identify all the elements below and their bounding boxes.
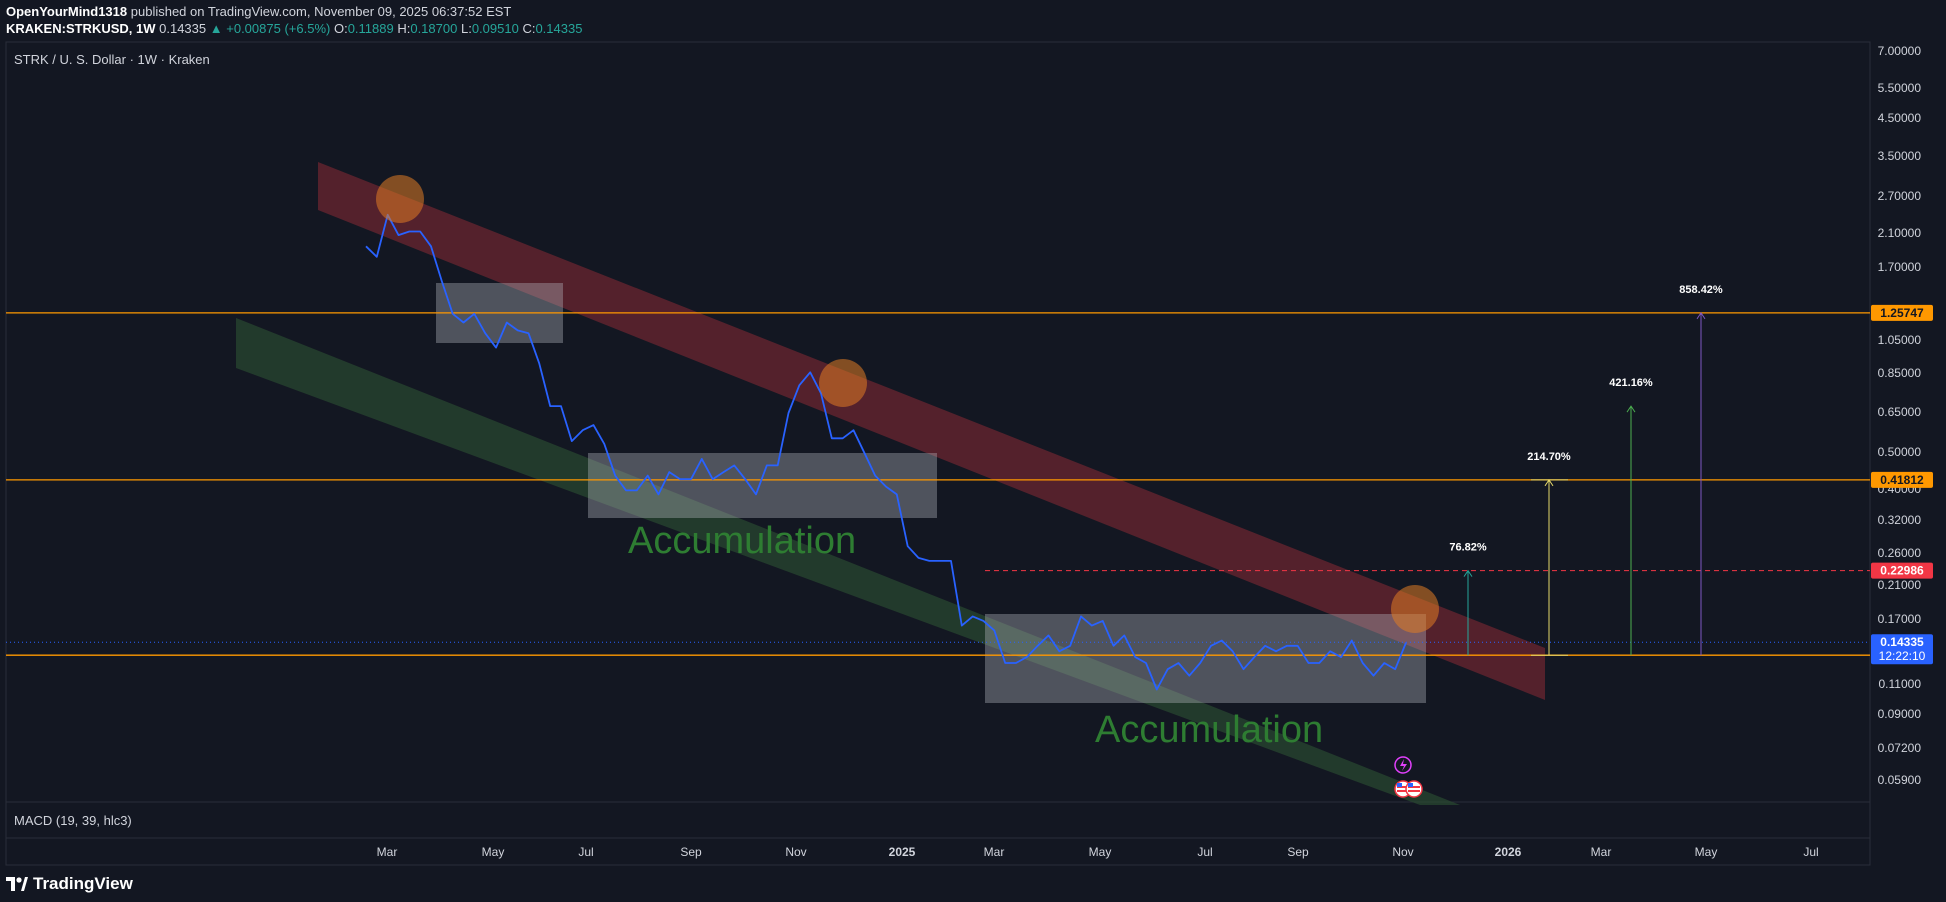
highlight-circle — [1391, 585, 1439, 633]
x-tick-label: May — [1089, 845, 1112, 859]
y-tick-label: 0.65000 — [1878, 405, 1922, 419]
countdown-text: 12:22:10 — [1879, 649, 1926, 663]
price-badges: 1.257470.418120.229860.131620.1433512:22… — [1871, 304, 1933, 665]
y-tick-label: 0.85000 — [1878, 366, 1922, 380]
target-percent-label: 76.82% — [1449, 542, 1487, 554]
y-tick-label: 7.00000 — [1878, 44, 1922, 58]
accumulation-box — [985, 614, 1426, 703]
y-tick-label: 3.50000 — [1878, 149, 1922, 163]
macd-label: MACD (19, 39, hlc3) — [14, 813, 132, 828]
x-tick-label: Nov — [1392, 845, 1413, 859]
x-tick-label: Jul — [1803, 845, 1818, 859]
y-tick-label: 5.50000 — [1878, 81, 1922, 95]
change-value: +0.00875 (+6.5%) — [226, 21, 331, 36]
price-line[interactable] — [365, 213, 1407, 691]
published-text: published on TradingView.com, November 0… — [130, 4, 512, 19]
symbol-info: KRAKEN:STRKUSD, 1W 0.14335 ▲ +0.00875 (+… — [6, 21, 582, 36]
close-label: C: — [522, 21, 536, 36]
flag-stripe-icon — [1397, 786, 1409, 788]
flag-canton-icon — [1408, 783, 1413, 787]
x-tick-label: Sep — [680, 845, 702, 859]
y-tick-label: 0.26000 — [1878, 546, 1922, 560]
x-tick-label: May — [482, 845, 505, 859]
y-tick-label: 0.17000 — [1878, 612, 1922, 626]
x-tick-label: May — [1695, 845, 1718, 859]
close-value: 0.14335 — [535, 21, 583, 36]
lightning-glyph-icon — [1400, 759, 1407, 771]
accumulation-label: Accumulation — [628, 520, 856, 562]
low-value: 0.09510 — [471, 21, 519, 36]
x-tick-label: Nov — [785, 845, 806, 859]
y-tick-label: 0.50000 — [1878, 445, 1922, 459]
highlight-circle — [819, 359, 867, 407]
red-descending-channel — [318, 162, 1545, 700]
y-tick-label: 0.07200 — [1878, 741, 1922, 755]
y-tick-label: 1.05000 — [1878, 333, 1922, 347]
x-tick-label: Jul — [1197, 845, 1212, 859]
flag-stripe-icon — [1408, 786, 1420, 788]
author-name[interactable]: OpenYourMind1318 — [6, 4, 128, 19]
y-tick-label: 0.09000 — [1878, 707, 1922, 721]
footer-brand: TradingView — [33, 874, 133, 893]
lightning-event-icon[interactable] — [1394, 756, 1412, 774]
flag-canton-icon — [1397, 783, 1402, 787]
dashed-level-badge — [1871, 562, 1933, 579]
flag-stripe-icon — [1408, 790, 1420, 792]
target-arrow-head — [1696, 311, 1706, 320]
target-arrows: 76.82% 214.70% 421.16% 858.42% — [1449, 284, 1723, 656]
accumulation-box — [588, 453, 937, 518]
highlight-circles — [376, 175, 1439, 633]
level-badge — [1871, 304, 1933, 321]
y-tick-label: 1.70000 — [1878, 260, 1922, 274]
publish-info: OpenYourMind1318 published on TradingVie… — [6, 4, 511, 19]
accumulation-zones: Accumulation Accumulation — [436, 283, 1426, 751]
dashed-level-badge-text: 0.22986 — [1880, 564, 1924, 578]
tradingview-logo-icon — [6, 877, 28, 891]
level-badge — [1871, 471, 1933, 488]
x-tick-label: Jul — [578, 845, 593, 859]
y-tick-label: 0.11000 — [1879, 677, 1922, 691]
accumulation-label: Accumulation — [1095, 709, 1323, 751]
target-arrow-head — [1626, 405, 1636, 413]
target-percent-label: 858.42% — [1679, 284, 1723, 296]
price-axis[interactable]: 7.00000 5.50000 4.50000 3.50000 2.70000 2.100… — [1878, 44, 1922, 787]
level-badge-text: 1.25747 — [1880, 306, 1924, 320]
last-value: 0.14335 — [159, 21, 207, 36]
x-tick-label: 2025 — [889, 845, 916, 859]
x-tick-label: 2026 — [1495, 845, 1522, 859]
last-price-badge — [1871, 634, 1933, 665]
target-percent-label: 214.70% — [1527, 451, 1571, 463]
tradingview-logo[interactable]: TradingView — [6, 874, 133, 894]
flag-stripe-icon — [1397, 790, 1409, 792]
open-value: 0.11889 — [347, 21, 394, 36]
target-percent-label: 421.16% — [1609, 377, 1653, 389]
y-tick-label: 2.70000 — [1878, 189, 1922, 203]
low-label: L: — [460, 21, 472, 36]
y-tick-label: 4.50000 — [1878, 111, 1922, 125]
y-tick-label: 0.05900 — [1878, 773, 1922, 787]
high-label: H: — [397, 21, 411, 36]
last-price-badge-text: 0.14335 — [1880, 635, 1924, 649]
event-icons — [1394, 756, 1423, 798]
price-series — [365, 213, 1407, 691]
y-tick-label: 0.32000 — [1878, 513, 1922, 527]
y-tick-label: 2.10000 — [1878, 226, 1922, 240]
target-arrow-head — [1463, 569, 1473, 577]
x-tick-label: Mar — [377, 845, 398, 859]
x-tick-label: Mar — [1591, 845, 1612, 859]
open-label: O: — [333, 21, 348, 36]
x-tick-label: Mar — [984, 845, 1005, 859]
x-tick-label: Sep — [1287, 845, 1309, 859]
time-axis[interactable]: Mar May Jul Sep Nov 2025 Mar May Jul Sep Nov 2026 Ma… — [377, 845, 1819, 859]
high-value: 0.18700 — [410, 21, 458, 36]
highlight-circle — [376, 175, 424, 223]
y-tick-label: 0.21000 — [1878, 578, 1922, 592]
symbol-name: KRAKEN:STRKUSD, 1W — [6, 21, 156, 36]
change-arrow-icon: ▲ — [209, 21, 223, 36]
legend-title: STRK / U. S. Dollar · 1W · Kraken — [14, 52, 210, 67]
level-badge-text: 0.41812 — [1880, 473, 1924, 487]
